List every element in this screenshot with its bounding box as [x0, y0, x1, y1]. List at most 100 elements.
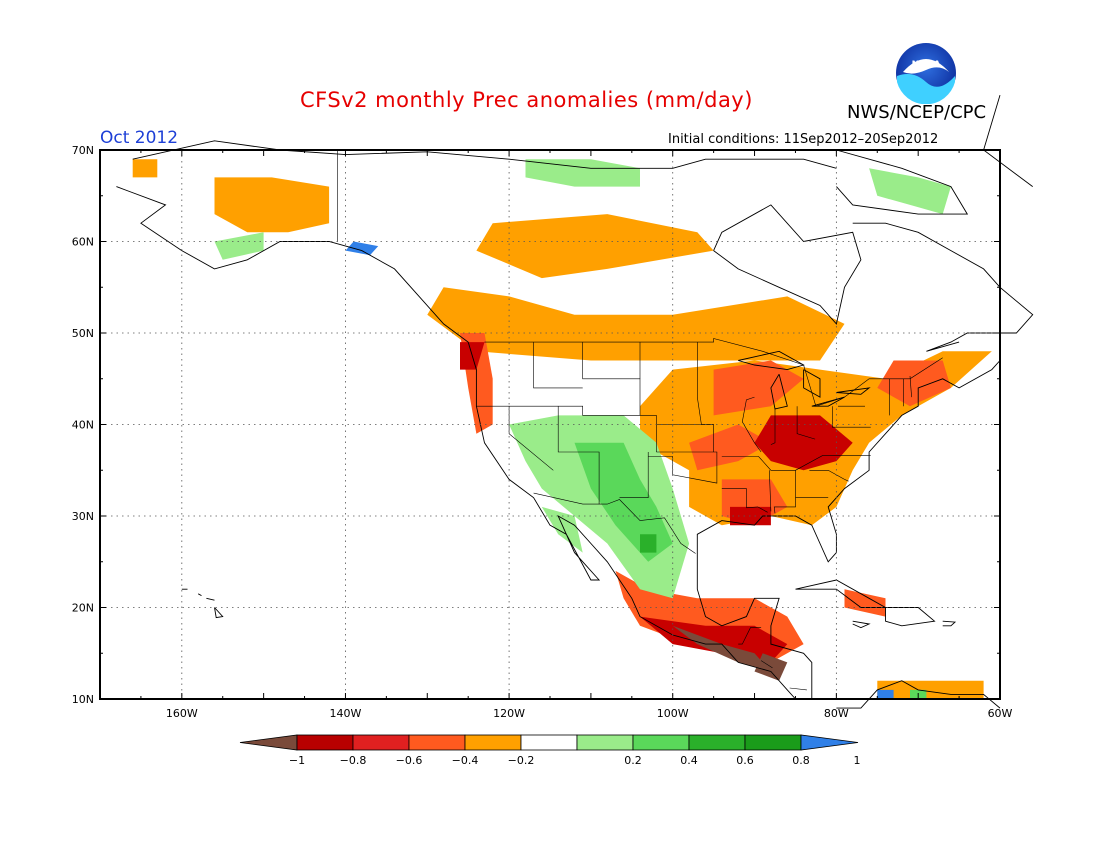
- anomaly-cells: [132, 159, 992, 699]
- forecast-month: Oct 2012: [100, 128, 179, 148]
- lon-label: 100W: [657, 707, 689, 720]
- anomaly-patch: [713, 360, 804, 416]
- anomaly-patch: [132, 159, 158, 178]
- border-line: [533, 342, 583, 389]
- colorbar-segment: [352, 734, 410, 751]
- border-line: [533, 492, 696, 554]
- border-line: [832, 406, 871, 428]
- agency-label: NWS/NCEP/CPC: [847, 102, 987, 123]
- colorbar-segment: [688, 734, 746, 751]
- colorbar-tick-label: −0.2: [508, 754, 535, 767]
- coastline: [836, 387, 871, 395]
- border-line: [789, 687, 807, 691]
- anomaly-patch: [427, 287, 845, 361]
- border-line: [909, 375, 912, 398]
- anomaly-patch: [345, 241, 379, 256]
- colorbar-arrow-low: [239, 734, 298, 751]
- coastline: [942, 620, 957, 627]
- coastline: [696, 360, 1001, 699]
- coastline: [836, 149, 969, 215]
- colorbar-tick-label: −1: [289, 754, 305, 767]
- border-line: [773, 470, 796, 514]
- colorbar-segment: [520, 734, 578, 751]
- lon-label: 160W: [166, 707, 198, 720]
- anomaly-patch: [214, 232, 264, 260]
- border-line: [746, 506, 768, 513]
- lat-label: 70N: [72, 144, 94, 157]
- colorbar-segment: [576, 734, 634, 751]
- initial-conditions: Initial conditions: 11Sep2012–20Sep2012: [668, 132, 939, 147]
- colorbar: −1 −0.8 −0.6 −0.4 −0.2 0.2 0.4 0.6 0.8 1: [239, 734, 861, 767]
- lon-label: 80W: [824, 707, 849, 720]
- border-line: [557, 406, 600, 505]
- colorbar-tick-label: 0.6: [736, 754, 754, 767]
- coastline: [713, 204, 862, 325]
- lat-label: 20N: [72, 602, 94, 615]
- lat-label: 60N: [72, 236, 94, 249]
- colorbar-tick-label: 0.8: [792, 754, 810, 767]
- coastline: [738, 350, 805, 371]
- border-line: [476, 405, 657, 452]
- border-line: [619, 452, 649, 498]
- coastlines: [116, 94, 1034, 709]
- colorbar-tick-label: 0.4: [680, 754, 698, 767]
- colorbar-segment: [296, 734, 354, 751]
- colorbar-tick-label: −0.4: [452, 754, 479, 767]
- anomaly-patch: [844, 589, 886, 617]
- border-line: [721, 488, 747, 508]
- colorbar-segment: [408, 734, 466, 751]
- longitude-labels: 160W 140W 120W 100W 80W 60W: [166, 707, 1013, 720]
- border-line: [760, 660, 773, 669]
- coastline: [197, 593, 202, 596]
- lat-label: 30N: [72, 510, 94, 523]
- colorbar-segment: [632, 734, 690, 751]
- coastline: [885, 607, 936, 627]
- coastline: [983, 94, 1033, 187]
- map-frame: [99, 149, 1001, 700]
- gridlines: [99, 149, 1001, 700]
- anomaly-patch: [869, 168, 951, 215]
- border-line: [796, 406, 816, 440]
- coastline: [836, 680, 1001, 709]
- border-line: [738, 627, 762, 645]
- coastline: [214, 607, 224, 619]
- colorbar-tick-label: 0.2: [624, 754, 642, 767]
- border-line: [582, 342, 641, 416]
- anomaly-patch: [877, 689, 894, 699]
- border-line: [769, 470, 772, 512]
- latitude-labels: 70N 60N 50N 40N 30N 20N 10N: [72, 144, 94, 706]
- colorbar-tick-label: 1: [854, 754, 861, 767]
- border-line: [648, 451, 718, 484]
- figure-title: CFSv2 monthly Prec anomalies (mm/day): [300, 88, 753, 112]
- coastline: [116, 186, 796, 700]
- colorbar-segment: [744, 734, 802, 751]
- noaa-logo-icon: NOAA: [896, 43, 956, 104]
- border-line: [770, 408, 776, 445]
- anomaly-patch: [476, 214, 714, 279]
- anomaly-patch: [754, 415, 853, 471]
- coastline: [811, 396, 845, 407]
- border-line: [721, 455, 871, 471]
- colorbar-tick-label: −0.8: [340, 754, 367, 767]
- anomaly-patch: [214, 177, 330, 233]
- border-line: [741, 396, 762, 453]
- lon-label: 60W: [988, 707, 1013, 720]
- colorbar-segment: [464, 734, 522, 751]
- anomaly-patch: [672, 625, 771, 672]
- lat-label: 40N: [72, 419, 94, 432]
- anomaly-patch: [877, 360, 951, 407]
- coastline: [803, 369, 821, 398]
- colorbar-tick-label: −0.6: [396, 754, 423, 767]
- coastline: [852, 620, 871, 629]
- lat-label: 10N: [72, 693, 94, 706]
- coastline: [852, 222, 1034, 352]
- colorbar-arrow-high: [800, 734, 859, 751]
- anomaly-patch: [541, 506, 583, 553]
- lon-label: 140W: [330, 707, 362, 720]
- svg-text:NOAA: NOAA: [912, 60, 941, 70]
- anomaly-patch: [525, 159, 640, 187]
- lon-label: 120W: [493, 707, 525, 720]
- coastline: [206, 597, 215, 601]
